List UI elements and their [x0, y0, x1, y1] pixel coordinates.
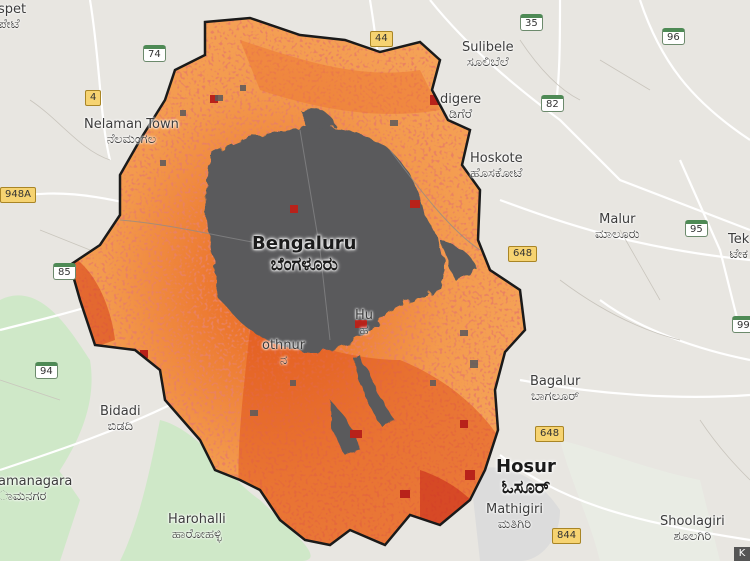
map-attribution[interactable]: K: [734, 547, 750, 561]
urban-core: [206, 126, 445, 352]
road-shield-35: 35: [520, 14, 543, 31]
road-shield-94: 94: [35, 362, 58, 379]
place-label-tekal[interactable]: Tek ಟೇಕ: [728, 232, 750, 262]
hotspots: [140, 95, 475, 498]
road-shield-948a: 948A: [0, 187, 36, 203]
place-label-kothnur[interactable]: othnur ನ: [262, 338, 306, 368]
road-shield-648-south: 648: [535, 426, 565, 442]
place-label-mathigiri[interactable]: Mathigiri ಮತಿಗಿರಿ: [486, 502, 543, 532]
place-label-ramanagara[interactable]: amanagara ಾಮನಗರ: [0, 474, 73, 504]
place-label-bagalur[interactable]: Bagalur ಬಾಗಲೂರ್: [530, 374, 581, 404]
place-label-harohalli[interactable]: Harohalli ಹಾರೋಹಳ್ಳಿ: [168, 512, 226, 542]
green-areas: [0, 295, 720, 561]
place-label-malur[interactable]: Malur ಮಾಲೂರು: [595, 212, 640, 242]
place-label-dobbaspet[interactable]: spet ಪೇಟೆ: [0, 2, 27, 32]
road-shield-4: 4: [85, 90, 102, 106]
road-shield-99: 99: [732, 316, 750, 333]
place-label-bidadi[interactable]: Bidadi ಬಿಡದಿ: [100, 404, 141, 434]
place-label-hoskote[interactable]: Hoskote ಹೊಸಕೋಟೆ: [470, 151, 523, 181]
road-shield-844: 844: [552, 528, 582, 544]
place-label-hosur[interactable]: Hosur ಓಸೂರ್: [496, 456, 556, 498]
place-label-shoolagiri[interactable]: Shoolagiri ಶೂಲಗಿರಿ: [660, 514, 725, 544]
minor-roads: [0, 39, 750, 481]
road-shield-85: 85: [53, 263, 76, 280]
place-label-nelamangala[interactable]: Nelaman Town ನೆಲಮಂಗಲ: [84, 117, 179, 147]
place-label-sulibele[interactable]: Sulibele ಸೂಲಿಬೆಲೆ: [462, 40, 514, 70]
place-label-bengaluru[interactable]: Bengaluru ಬೆಂಗಳೂರು: [252, 233, 357, 275]
place-label-hulimavu[interactable]: Hu ಹ: [355, 308, 374, 338]
road-shield-95: 95: [685, 220, 708, 237]
road-shield-82: 82: [541, 95, 564, 112]
place-label-vadigere[interactable]: digere ಡಿಗೆರೆ: [440, 92, 482, 122]
road-shield-74: 74: [143, 45, 166, 62]
road-shield-96: 96: [662, 28, 685, 45]
road-shield-648: 648: [508, 246, 538, 262]
road-shield-44: 44: [370, 31, 393, 47]
